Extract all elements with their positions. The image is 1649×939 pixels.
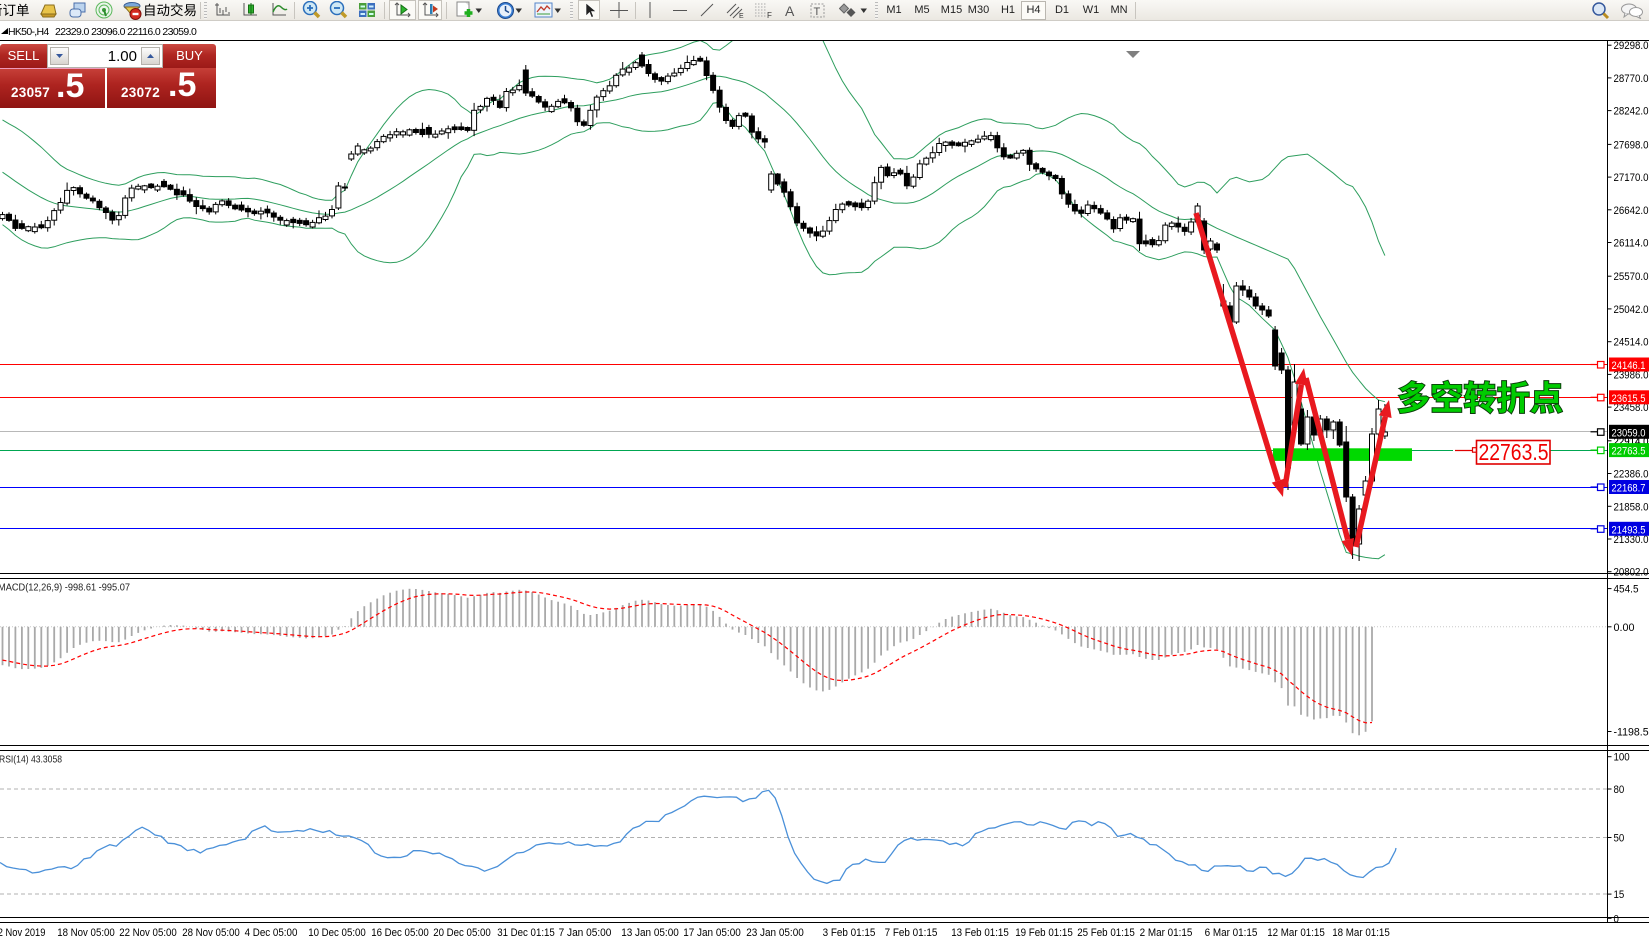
svg-text:26114.0: 26114.0 bbox=[1614, 238, 1649, 250]
svg-text:31 Dec 01:15: 31 Dec 01:15 bbox=[497, 927, 555, 939]
svg-text:25570.0: 25570.0 bbox=[1614, 271, 1649, 283]
svg-text:23 Jan 05:00: 23 Jan 05:00 bbox=[746, 927, 804, 939]
svg-text:15: 15 bbox=[1614, 889, 1625, 901]
svg-text:23059.0: 23059.0 bbox=[1612, 427, 1646, 439]
svg-text:454.5: 454.5 bbox=[1614, 584, 1639, 596]
svg-text:25 Feb 01:15: 25 Feb 01:15 bbox=[1077, 927, 1135, 939]
svg-text:21330.0: 21330.0 bbox=[1614, 534, 1649, 546]
svg-text:MACD(12,26,9) -998.61 -995.07: MACD(12,26,9) -998.61 -995.07 bbox=[0, 582, 130, 594]
svg-text:24146.1: 24146.1 bbox=[1612, 360, 1646, 372]
svg-text:23986.0: 23986.0 bbox=[1614, 369, 1649, 381]
svg-text:100: 100 bbox=[1614, 752, 1630, 764]
svg-text:23615.5: 23615.5 bbox=[1612, 393, 1646, 405]
svg-text:80: 80 bbox=[1614, 784, 1625, 796]
svg-text:-1198.58: -1198.58 bbox=[1614, 727, 1649, 739]
svg-text:F: F bbox=[767, 11, 772, 19]
svg-text:18 Mar 01:15: 18 Mar 01:15 bbox=[1332, 927, 1390, 939]
svg-text:23458.0: 23458.0 bbox=[1614, 402, 1649, 414]
svg-text:28242.0: 28242.0 bbox=[1614, 106, 1649, 118]
svg-text:22763.5: 22763.5 bbox=[1612, 446, 1646, 458]
svg-text:28 Nov 05:00: 28 Nov 05:00 bbox=[182, 927, 240, 939]
svg-text:25042.0: 25042.0 bbox=[1614, 304, 1649, 316]
svg-text:16 Dec 05:00: 16 Dec 05:00 bbox=[371, 927, 429, 939]
svg-text:26642.0: 26642.0 bbox=[1614, 205, 1649, 217]
svg-text:13 Feb 01:15: 13 Feb 01:15 bbox=[951, 927, 1009, 939]
svg-text:22168.7: 22168.7 bbox=[1612, 483, 1646, 495]
svg-text:0: 0 bbox=[1614, 913, 1619, 925]
svg-text:10 Dec 05:00: 10 Dec 05:00 bbox=[308, 927, 366, 939]
svg-text:17 Jan 05:00: 17 Jan 05:00 bbox=[683, 927, 741, 939]
svg-text:24514.0: 24514.0 bbox=[1614, 337, 1649, 349]
svg-text:21858.0: 21858.0 bbox=[1614, 501, 1649, 513]
svg-text:3 Feb 01:15: 3 Feb 01:15 bbox=[823, 927, 876, 939]
svg-text:22386.0: 22386.0 bbox=[1614, 469, 1649, 481]
svg-text:E: E bbox=[739, 13, 744, 19]
svg-text:7 Jan 05:00: 7 Jan 05:00 bbox=[559, 927, 612, 939]
svg-text:2 Mar 01:15: 2 Mar 01:15 bbox=[1140, 927, 1193, 939]
svg-text:28770.0: 28770.0 bbox=[1614, 73, 1649, 85]
svg-text:RSI(14) 43.3058: RSI(14) 43.3058 bbox=[0, 754, 62, 766]
svg-text:18 Nov 05:00: 18 Nov 05:00 bbox=[57, 927, 115, 939]
svg-text:T: T bbox=[814, 6, 821, 18]
svg-text:21493.5: 21493.5 bbox=[1612, 524, 1646, 536]
svg-text:22763.5: 22763.5 bbox=[1479, 439, 1549, 465]
svg-text:50: 50 bbox=[1614, 833, 1625, 845]
svg-text:29298.0: 29298.0 bbox=[1614, 40, 1649, 52]
svg-text:20 Dec 05:00: 20 Dec 05:00 bbox=[433, 927, 491, 939]
svg-text:0.00: 0.00 bbox=[1614, 622, 1635, 634]
svg-text:27698.0: 27698.0 bbox=[1614, 139, 1649, 151]
svg-text:6 Mar 01:15: 6 Mar 01:15 bbox=[1205, 927, 1258, 939]
svg-text:20802.0: 20802.0 bbox=[1614, 567, 1649, 579]
svg-text:12 Nov 2019: 12 Nov 2019 bbox=[0, 927, 45, 939]
svg-text:27170.0: 27170.0 bbox=[1614, 172, 1649, 184]
svg-text:22 Nov 05:00: 22 Nov 05:00 bbox=[119, 927, 177, 939]
svg-text:19 Feb 01:15: 19 Feb 01:15 bbox=[1015, 927, 1073, 939]
svg-text:12 Mar 01:15: 12 Mar 01:15 bbox=[1267, 927, 1325, 939]
svg-text:4 Dec 05:00: 4 Dec 05:00 bbox=[245, 927, 298, 939]
svg-text:13 Jan 05:00: 13 Jan 05:00 bbox=[621, 927, 679, 939]
svg-text:7 Feb 01:15: 7 Feb 01:15 bbox=[885, 927, 938, 939]
